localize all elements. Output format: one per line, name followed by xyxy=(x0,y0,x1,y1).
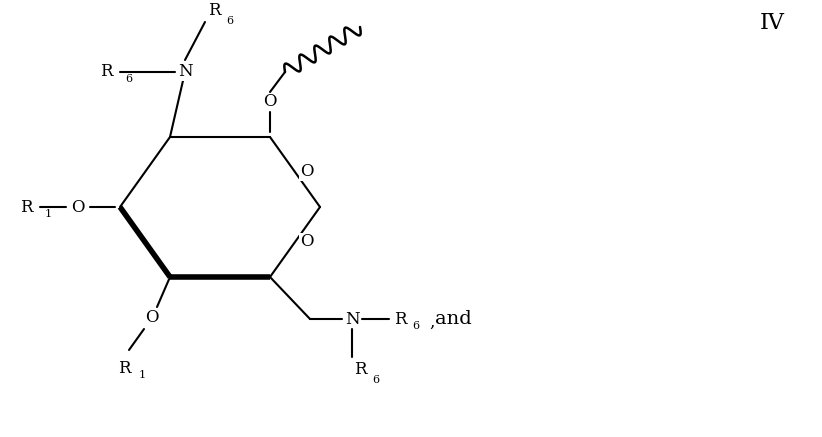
Text: 6: 6 xyxy=(125,74,132,84)
Text: R: R xyxy=(394,311,407,327)
Text: O: O xyxy=(263,94,277,111)
Text: 6: 6 xyxy=(226,16,233,26)
Text: R: R xyxy=(100,63,113,80)
Text: 1: 1 xyxy=(45,209,52,219)
Text: ,: , xyxy=(429,313,434,330)
Text: IV: IV xyxy=(760,12,785,34)
Text: O: O xyxy=(300,163,314,180)
Text: R: R xyxy=(208,2,220,19)
Text: 6: 6 xyxy=(372,375,379,385)
Text: 1: 1 xyxy=(138,370,145,380)
Text: R: R xyxy=(21,198,33,215)
Text: and: and xyxy=(435,310,472,328)
Text: O: O xyxy=(72,198,85,215)
Text: N: N xyxy=(344,311,359,327)
Text: O: O xyxy=(145,309,159,326)
Text: N: N xyxy=(178,63,192,80)
Text: R: R xyxy=(118,360,130,377)
Text: O: O xyxy=(300,233,314,250)
Text: R: R xyxy=(354,361,367,378)
Text: 6: 6 xyxy=(412,321,419,331)
